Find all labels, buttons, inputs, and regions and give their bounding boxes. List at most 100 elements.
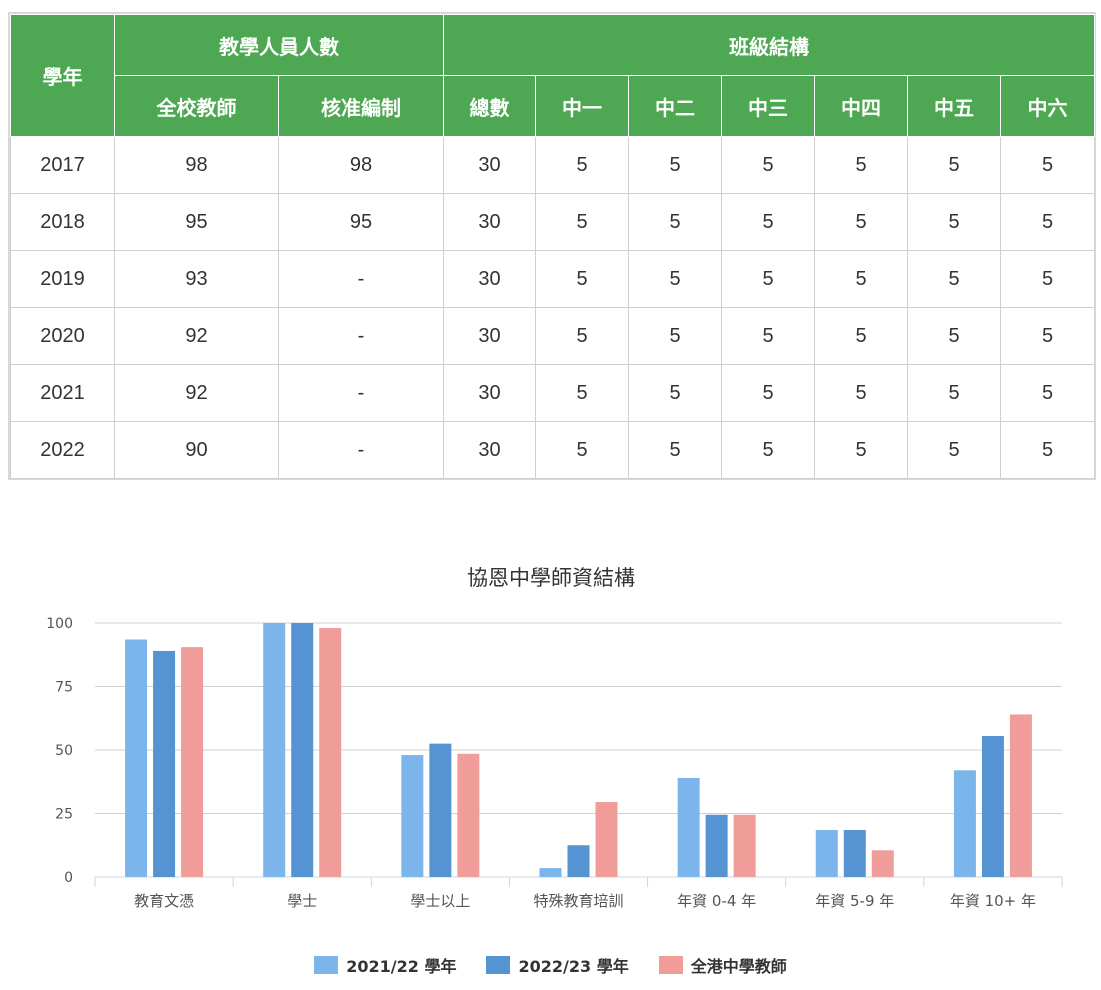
table-cell: 5 bbox=[535, 136, 629, 194]
header-col: 中五 bbox=[907, 75, 1001, 137]
table-cell: 92 bbox=[114, 307, 279, 365]
table-cell: 5 bbox=[907, 421, 1001, 479]
cell-year: 2021 bbox=[10, 364, 115, 422]
bar bbox=[843, 830, 866, 877]
legend-item[interactable]: 2022/23 學年 bbox=[486, 953, 629, 977]
table-cell: 30 bbox=[443, 421, 536, 479]
table-row: 2022 90-30 5 5 5 5 5 5 bbox=[10, 421, 1096, 479]
table-cell: 5 bbox=[814, 364, 908, 422]
bar bbox=[705, 814, 728, 877]
header-col: 中六 bbox=[999, 75, 1096, 137]
y-tick-label: 0 bbox=[64, 870, 73, 886]
table-cell: 5 bbox=[628, 421, 722, 479]
table-row: 2020 92-30 5 5 5 5 5 5 bbox=[10, 307, 1096, 365]
table-cell: 92 bbox=[114, 364, 279, 422]
bar bbox=[457, 753, 480, 877]
y-tick-label: 50 bbox=[55, 743, 73, 759]
table-cell: 5 bbox=[535, 193, 629, 251]
y-tick-label: 75 bbox=[55, 680, 73, 696]
cell-year: 2022 bbox=[10, 421, 115, 479]
table-cell: 5 bbox=[721, 193, 815, 251]
table-body: 2017 98 98 30 5 5 5 5 5 5 2018 95 95 30 5 5 5 5 5 5 2019 93-3… bbox=[10, 136, 1096, 479]
table-cell: 5 bbox=[721, 421, 815, 479]
bar bbox=[539, 868, 562, 877]
table-cell: 5 bbox=[999, 421, 1096, 479]
table-cell: 5 bbox=[999, 307, 1096, 365]
bar bbox=[291, 623, 314, 877]
bar bbox=[733, 814, 756, 877]
x-tick-label: 教育文憑 bbox=[134, 892, 194, 910]
table-cell: 5 bbox=[628, 364, 722, 422]
cell-year: 2018 bbox=[10, 193, 115, 251]
header-col: 中三 bbox=[721, 75, 815, 137]
table-cell: 5 bbox=[535, 250, 629, 308]
staff-class-table: 學年 教學人員人數 班級結構 全校教師 核准編制 總數 中一 中二 中三 中四 … bbox=[10, 14, 1096, 479]
table-cell: 95 bbox=[278, 193, 444, 251]
y-tick-label: 100 bbox=[46, 616, 73, 632]
bar bbox=[677, 777, 700, 877]
bar bbox=[567, 845, 590, 877]
table-cell: 5 bbox=[628, 307, 722, 365]
bar bbox=[953, 770, 976, 877]
bar bbox=[263, 623, 286, 877]
x-tick-label: 年資 0-4 年 bbox=[677, 892, 756, 910]
bar bbox=[401, 755, 424, 877]
table-row: 2021 92-30 5 5 5 5 5 5 bbox=[10, 364, 1096, 422]
legend-label: 全港中學教師 bbox=[690, 957, 787, 976]
legend-swatch bbox=[314, 956, 339, 974]
legend-label: 2022/23 學年 bbox=[518, 957, 629, 976]
table-cell: 30 bbox=[443, 136, 536, 194]
table-cell: 98 bbox=[114, 136, 279, 194]
table-cell: 5 bbox=[721, 364, 815, 422]
table-cell: 5 bbox=[628, 136, 722, 194]
cell-year: 2017 bbox=[10, 136, 115, 194]
table-cell: 95 bbox=[114, 193, 279, 251]
bar bbox=[429, 743, 452, 877]
table-cell: 30 bbox=[443, 364, 536, 422]
staff-class-table-container: 學年 教學人員人數 班級結構 全校教師 核准編制 總數 中一 中二 中三 中四 … bbox=[8, 12, 1096, 480]
table-cell: 5 bbox=[535, 307, 629, 365]
table-cell: 93 bbox=[114, 250, 279, 308]
bar bbox=[1009, 714, 1032, 877]
header-group-staff: 教學人員人數 bbox=[114, 14, 444, 76]
table-cell: 5 bbox=[721, 136, 815, 194]
chart-title: 協恩中學師資結構 bbox=[467, 566, 635, 590]
table-cell: 30 bbox=[443, 307, 536, 365]
bar bbox=[125, 639, 148, 877]
header-col: 中四 bbox=[814, 75, 908, 137]
table-cell: 5 bbox=[814, 193, 908, 251]
table-cell: 30 bbox=[443, 193, 536, 251]
bar bbox=[981, 736, 1004, 877]
teacher-structure-chart: 協恩中學師資結構 0 25 50 75 100 教育文憑 學士 學士以上 特殊教育培訓 年資 0-4… bbox=[46, 566, 1063, 910]
header-group-class: 班級結構 bbox=[442, 14, 1096, 76]
chart-legend: 2021/22 學年 2022/23 學年 全港中學教師 bbox=[0, 950, 1101, 980]
table-cell: 5 bbox=[721, 307, 815, 365]
bar bbox=[815, 830, 838, 877]
header-col: 全校教師 bbox=[114, 75, 279, 137]
cell-year: 2020 bbox=[10, 307, 115, 365]
x-tick-label: 特殊教育培訓 bbox=[533, 892, 623, 910]
bar bbox=[319, 628, 342, 877]
table-cell: 5 bbox=[814, 136, 908, 194]
x-tick-label: 學士以上 bbox=[410, 892, 470, 910]
legend-item[interactable]: 2021/22 學年 bbox=[314, 953, 456, 977]
table-cell: 30 bbox=[443, 250, 536, 308]
table-cell: 5 bbox=[721, 250, 815, 308]
x-tick-label: 學士 bbox=[287, 892, 317, 910]
table-cell: 5 bbox=[628, 193, 722, 251]
table-row: 2017 98 98 30 5 5 5 5 5 5 bbox=[10, 136, 1096, 194]
legend-item[interactable]: 全港中學教師 bbox=[658, 953, 787, 977]
legend-label: 2021/22 學年 bbox=[346, 957, 457, 976]
header-year: 學年 bbox=[10, 14, 115, 137]
table-cell: 5 bbox=[535, 421, 629, 479]
table-cell: - bbox=[278, 250, 444, 308]
cell-year: 2019 bbox=[10, 250, 115, 308]
header-col: 核准編制 bbox=[278, 75, 444, 137]
table-cell: - bbox=[278, 421, 444, 479]
table-cell: 5 bbox=[999, 136, 1096, 194]
table-cell: 90 bbox=[114, 421, 279, 479]
table-cell: 98 bbox=[278, 136, 444, 194]
header-col: 中二 bbox=[628, 75, 722, 137]
legend-swatch bbox=[658, 956, 683, 974]
table-cell: - bbox=[278, 364, 444, 422]
